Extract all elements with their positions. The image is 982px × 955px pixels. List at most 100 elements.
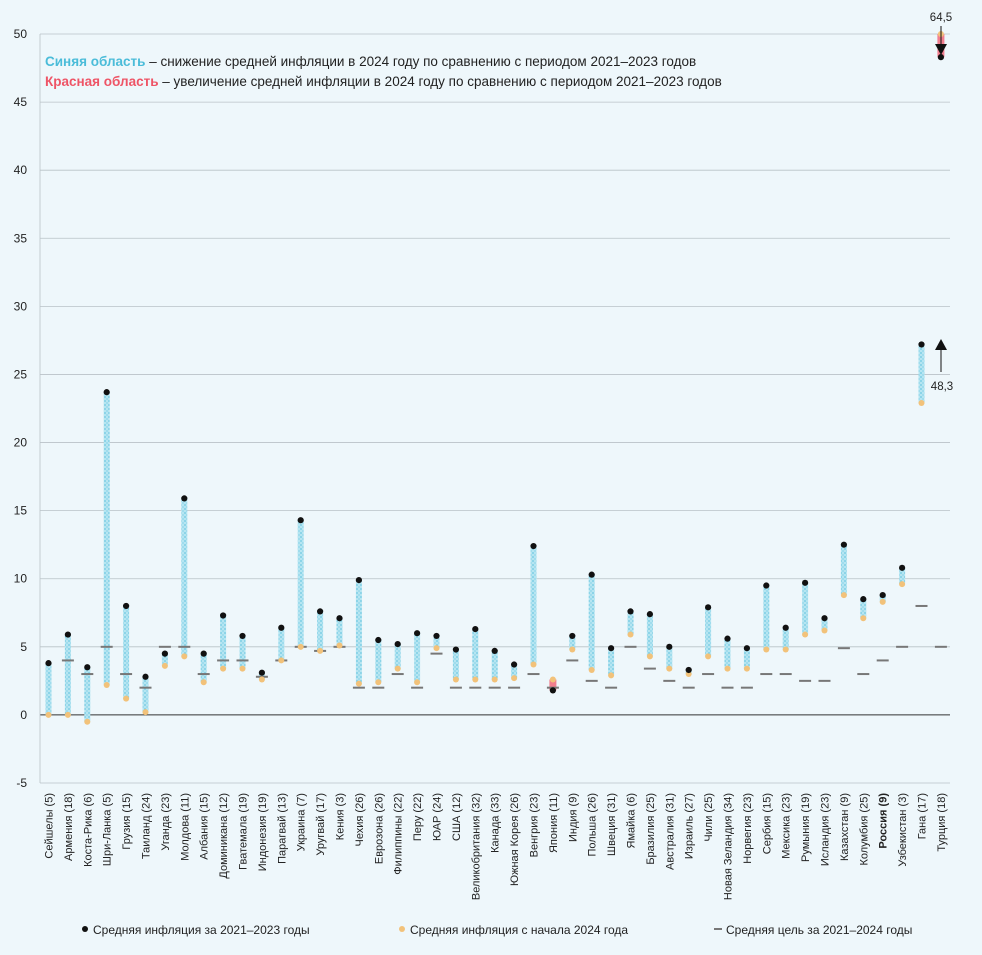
range-area bbox=[666, 646, 673, 669]
x-tick-label: Уганда (23) bbox=[160, 793, 172, 851]
x-tick-label: Канада (33) bbox=[490, 793, 502, 853]
dot-2024 bbox=[355, 680, 362, 687]
x-tick-label: Чили (25) bbox=[703, 793, 715, 842]
dot-2024 bbox=[258, 676, 265, 683]
x-tick-label: Гватемала (19) bbox=[238, 793, 250, 870]
dot-2021-2023 bbox=[685, 666, 692, 674]
dot-2021-2023 bbox=[239, 632, 246, 640]
dot-2024 bbox=[336, 642, 343, 649]
dot-2021-2023 bbox=[899, 564, 906, 571]
dot-2021-2023 bbox=[549, 687, 557, 694]
x-tick-label: Гана (17) bbox=[917, 793, 929, 839]
y-axis: -5 0 5 10 15 20 25 30 35 40 45 50 bbox=[14, 27, 28, 790]
x-tick-label: США (12) bbox=[451, 793, 463, 841]
note-blue-title: Синяя область bbox=[45, 54, 145, 69]
x-tick-label: Бразилия (25) bbox=[645, 793, 657, 865]
dot-2021-2023 bbox=[472, 626, 479, 633]
range-area bbox=[588, 574, 595, 670]
x-tick-label: Таиланд (24) bbox=[141, 793, 153, 859]
dot-2021-2023 bbox=[84, 664, 91, 671]
y-tick-label: 0 bbox=[20, 708, 27, 722]
annotation-top-arrow-head bbox=[935, 44, 947, 55]
x-axis-labels: Сейшелы (5) Армения (18) Коста-Рика (6) Шри… bbox=[44, 793, 948, 900]
range-area bbox=[724, 638, 731, 669]
dot-2024 bbox=[452, 676, 459, 683]
dot-2024 bbox=[103, 681, 110, 688]
range-area bbox=[860, 599, 867, 619]
range-area bbox=[899, 567, 906, 585]
x-tick-label: Швеция (31) bbox=[606, 793, 618, 856]
dot-2021-2023 bbox=[569, 632, 576, 640]
range-areas bbox=[45, 34, 945, 722]
x-tick-label: Индия (9) bbox=[567, 793, 579, 842]
range-area bbox=[161, 653, 168, 666]
dot-2021-2023 bbox=[724, 635, 731, 642]
range-area bbox=[84, 667, 91, 722]
dot-2021-2023 bbox=[355, 576, 362, 584]
turkey-annotations: 64,5 48,3 bbox=[930, 12, 953, 393]
dot-2021-2023 bbox=[510, 661, 518, 668]
dot-2021-2023 bbox=[763, 582, 770, 589]
dot-2021-2023 bbox=[278, 624, 285, 631]
x-tick-label: Япония (11) bbox=[548, 793, 560, 853]
x-tick-label: Австралия (31) bbox=[664, 793, 676, 870]
note-blue: Синяя область – снижение средней инфляци… bbox=[45, 54, 696, 69]
dot-2021-2023 bbox=[879, 591, 886, 599]
dot-2024 bbox=[569, 646, 576, 653]
dot-2024 bbox=[646, 653, 653, 660]
x-tick-label: Исландия (23) bbox=[820, 793, 832, 866]
range-area bbox=[472, 629, 479, 680]
x-tick-label: Албания (15) bbox=[199, 793, 211, 860]
range-area bbox=[452, 649, 459, 680]
y-tick-label: 10 bbox=[14, 572, 28, 586]
x-tick-label: Польша (26) bbox=[587, 793, 599, 857]
range-area bbox=[200, 653, 207, 683]
x-tick-label: Венгрия (23) bbox=[529, 793, 541, 857]
x-tick-label: Шри-Ланка (5) bbox=[102, 793, 114, 866]
x-tick-label: Узбекистан (3) bbox=[897, 793, 909, 867]
annotation-top-value: 64,5 bbox=[930, 12, 952, 24]
range-area bbox=[530, 546, 537, 665]
dot-2024 bbox=[840, 592, 847, 599]
x-tick-label: Мексика (23) bbox=[781, 793, 793, 859]
target-marks bbox=[61, 604, 947, 689]
dot-2021-2023 bbox=[840, 541, 848, 548]
dot-2021-2023 bbox=[258, 669, 265, 676]
dot-2021-2023 bbox=[666, 643, 673, 650]
x-tick-label: Армения (18) bbox=[63, 793, 75, 861]
x-tick-label: Парагвай (13) bbox=[276, 793, 288, 864]
dot-2021-2023 bbox=[918, 341, 925, 348]
dot-2024 bbox=[161, 662, 168, 669]
y-tick-label: 30 bbox=[14, 299, 28, 313]
range-area bbox=[278, 627, 285, 661]
dot-2024 bbox=[239, 665, 246, 672]
dot-2024 bbox=[627, 631, 634, 638]
range-area bbox=[627, 611, 634, 635]
dot-2024 bbox=[278, 657, 285, 664]
dot-2024 bbox=[200, 679, 207, 686]
x-tick-label: Украина (7) bbox=[296, 793, 308, 851]
grid bbox=[39, 33, 950, 784]
range-area bbox=[433, 635, 440, 649]
x-tick-label: Ямайка (6) bbox=[626, 793, 638, 848]
x-tick-label: Сейшелы (5) bbox=[44, 793, 56, 859]
dot-2021-2023 bbox=[317, 608, 324, 615]
dot-2024 bbox=[918, 400, 925, 407]
dot-2021-2023 bbox=[200, 650, 207, 657]
range-area bbox=[608, 648, 615, 676]
x-tick-label: Россия (9) bbox=[878, 793, 890, 849]
range-area bbox=[220, 615, 227, 669]
dot-2021-2023 bbox=[181, 495, 188, 502]
dot-2024 bbox=[394, 665, 401, 672]
notes-block: Синяя область – снижение средней инфляци… bbox=[45, 54, 722, 89]
note-red: Красная область – увеличение средней инф… bbox=[45, 74, 722, 89]
dot-2021-2023 bbox=[860, 596, 867, 603]
y-tick-label: 20 bbox=[14, 436, 28, 450]
dot-2024 bbox=[433, 645, 440, 652]
dot-2024 bbox=[724, 665, 731, 672]
dot-2024 bbox=[317, 647, 324, 654]
dot-2021-2023 bbox=[821, 615, 828, 622]
dot-2024 bbox=[666, 665, 673, 672]
legend-label-target: Средняя цель за 2021–2024 годы bbox=[726, 923, 912, 937]
x-tick-label: Индонезия (19) bbox=[257, 793, 269, 871]
